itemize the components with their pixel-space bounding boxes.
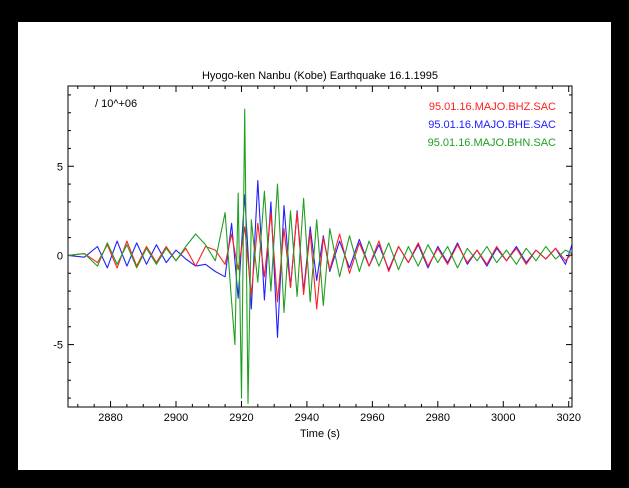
x-tick-label-2900: 2900 (164, 412, 188, 424)
x-tick-label-2940: 2940 (295, 412, 319, 424)
chart-title: Hyogo-ken Nanbu (Kobe) Earthquake 16.1.1… (202, 70, 438, 82)
series-line-95-01-16-majo-bhn-sac (67, 108, 573, 404)
legend-entry-2: 95.01.16.MAJO.BHN.SAC (428, 137, 556, 149)
x-tick-label-3000: 3000 (491, 412, 515, 424)
y-tick-label-0: 0 (57, 250, 63, 262)
legend-entry-1: 95.01.16.MAJO.BHE.SAC (428, 119, 556, 131)
y-tick-label-5: 5 (57, 161, 63, 173)
scale-label: / 10^+06 (95, 98, 137, 110)
plot-area-frame (67, 85, 573, 408)
series-line-95-01-16-majo-bhz-sac (67, 212, 573, 310)
series-line-95-01-16-majo-bhe-sac (67, 179, 573, 338)
x-tick-label-2880: 2880 (98, 412, 122, 424)
x-axis-label: Time (s) (300, 428, 340, 440)
x-tick-label-2980: 2980 (426, 412, 450, 424)
y-tick-label--5: -5 (53, 340, 63, 352)
x-tick-label-3020: 3020 (556, 412, 580, 424)
x-tick-label-2960: 2960 (360, 412, 384, 424)
legend-entry-0: 95.01.16.MAJO.BHZ.SAC (429, 101, 556, 113)
x-tick-label-2920: 2920 (229, 412, 253, 424)
